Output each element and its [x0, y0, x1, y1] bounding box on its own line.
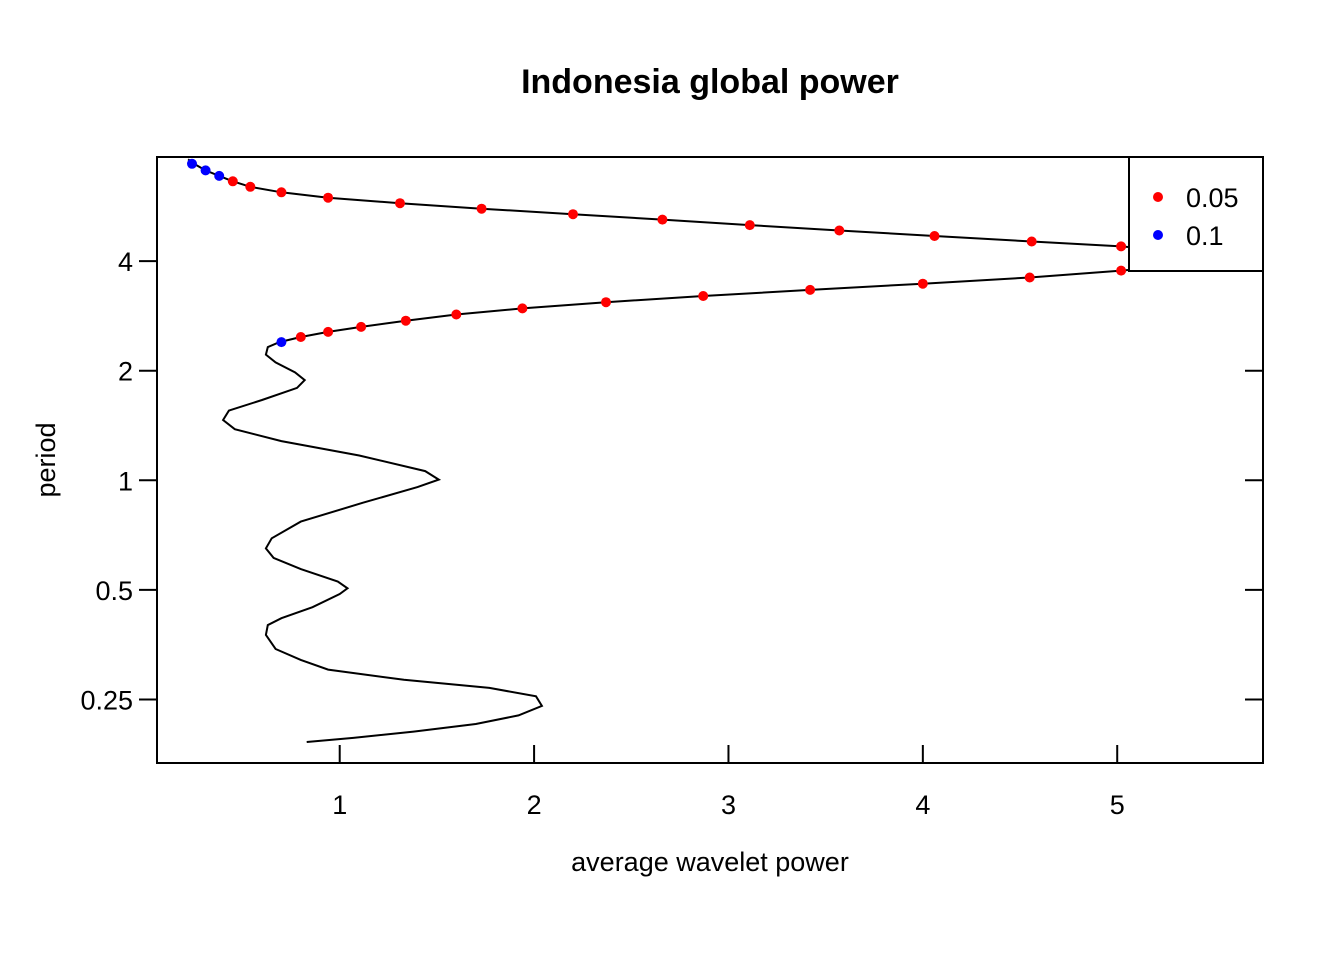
- y-axis-label: period: [31, 422, 61, 497]
- y-tick-label-2: 1: [118, 466, 133, 496]
- significance-point-0: [276, 337, 287, 348]
- significance-point-14: [1116, 241, 1127, 252]
- significance-point-5: [451, 309, 462, 320]
- y-tick-label-4: 4: [118, 247, 133, 277]
- significance-point-16: [929, 231, 940, 241]
- significance-point-19: [657, 214, 668, 225]
- significance-point-3: [356, 321, 367, 332]
- significance-point-23: [323, 192, 334, 203]
- legend-box: [1128, 156, 1264, 272]
- significance-point-27: [214, 170, 225, 181]
- x-axis: 1 2 3 4 5: [332, 745, 1125, 820]
- global-power-line: [187, 158, 1238, 743]
- significance-point-18: [744, 220, 755, 231]
- significance-point-6: [517, 303, 528, 314]
- significance-point-9: [805, 284, 816, 295]
- significance-point-17: [834, 225, 845, 236]
- significance-points: [187, 158, 1200, 348]
- y-axis: 0.25 0.5 1 2 4: [80, 247, 1263, 715]
- legend-marker-0.1: [1153, 230, 1163, 240]
- x-tick-label-4: 5: [1110, 790, 1125, 820]
- significance-point-11: [1024, 272, 1035, 283]
- x-tick-label-3: 4: [915, 790, 930, 820]
- significance-point-8: [698, 291, 709, 301]
- significance-point-4: [400, 315, 411, 326]
- x-tick-label-1: 2: [527, 790, 542, 820]
- legend-label-0.1: 0.1: [1186, 221, 1224, 251]
- significance-point-2: [323, 326, 334, 337]
- significance-point-28: [200, 165, 211, 176]
- x-axis-label: average wavelet power: [571, 847, 849, 877]
- legend-marker-0.05: [1153, 192, 1163, 202]
- x-tick-label-2: 3: [721, 790, 736, 820]
- significance-point-26: [227, 176, 238, 187]
- significance-point-7: [601, 297, 611, 308]
- plot-area: [187, 158, 1238, 743]
- y-tick-label-3: 2: [118, 357, 133, 387]
- significance-point-25: [245, 181, 256, 192]
- significance-point-22: [395, 198, 405, 209]
- chart-title: Indonesia global power: [521, 63, 899, 101]
- significance-point-20: [568, 209, 578, 220]
- plot-frame: [156, 156, 1264, 764]
- significance-point-21: [476, 203, 487, 214]
- y-tick-label-1: 0.5: [95, 576, 133, 606]
- significance-point-12: [1116, 265, 1127, 276]
- y-tick-label-0: 0.25: [80, 685, 133, 715]
- legend-label-0.05: 0.05: [1186, 183, 1239, 213]
- significance-point-29: [187, 158, 197, 169]
- significance-point-24: [276, 187, 287, 198]
- significance-point-1: [295, 332, 306, 342]
- significance-point-10: [917, 278, 928, 289]
- legend: 0.05 0.1: [1128, 156, 1264, 272]
- significance-point-15: [1026, 236, 1037, 247]
- x-tick-label-0: 1: [332, 790, 347, 820]
